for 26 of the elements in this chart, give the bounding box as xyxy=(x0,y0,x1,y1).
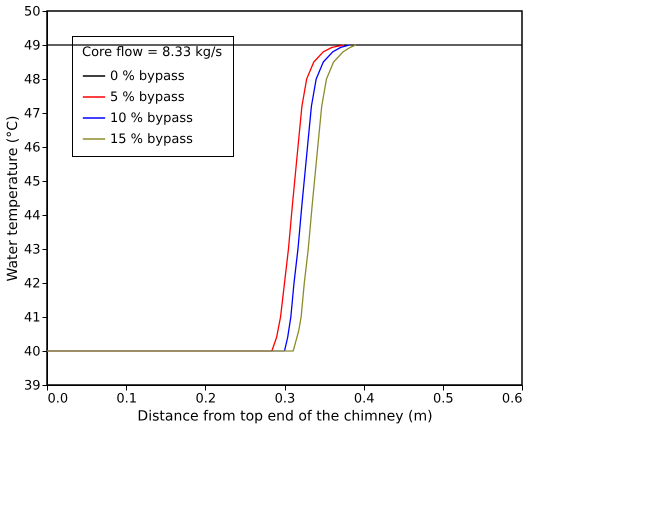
y-tick-label: 46 xyxy=(24,140,40,156)
x-tick-label: 0.5 xyxy=(432,392,454,406)
x-tick-label: 0.3 xyxy=(274,392,296,406)
y-tick-label: 45 xyxy=(24,174,40,190)
legend-title: Core flow = 8.33 kg/s xyxy=(82,45,222,60)
x-axis-title: Distance from top end of the chimney (m) xyxy=(137,408,433,424)
x-tick-label: 0.0 xyxy=(48,392,68,406)
legend-label: 5 % bypass xyxy=(110,90,185,105)
y-tick-label: 44 xyxy=(24,208,40,224)
y-tick-label: 41 xyxy=(24,310,40,326)
x-tick-label: 0.4 xyxy=(354,392,375,406)
y-tick-label: 49 xyxy=(24,38,40,54)
x-tick-label: 0.2 xyxy=(195,392,216,406)
y-tick-label: 47 xyxy=(24,106,40,122)
legend-label: 15 % bypass xyxy=(110,132,194,147)
y-tick-label: 42 xyxy=(24,276,40,292)
legend-label: 0 % bypass xyxy=(110,69,185,84)
legend-label: 10 % bypass xyxy=(110,111,194,126)
y-tick-label: 39 xyxy=(24,378,40,394)
y-tick-label: 48 xyxy=(24,72,40,88)
x-tick-label: 0.6 xyxy=(502,392,522,406)
x-tick-label: 0.1 xyxy=(116,392,138,406)
y-tick-label: 43 xyxy=(24,242,40,258)
y-tick-label: 50 xyxy=(24,4,40,20)
y-axis-title: Water temperature (°C) xyxy=(4,116,21,282)
y-tick-label: 40 xyxy=(24,344,40,360)
